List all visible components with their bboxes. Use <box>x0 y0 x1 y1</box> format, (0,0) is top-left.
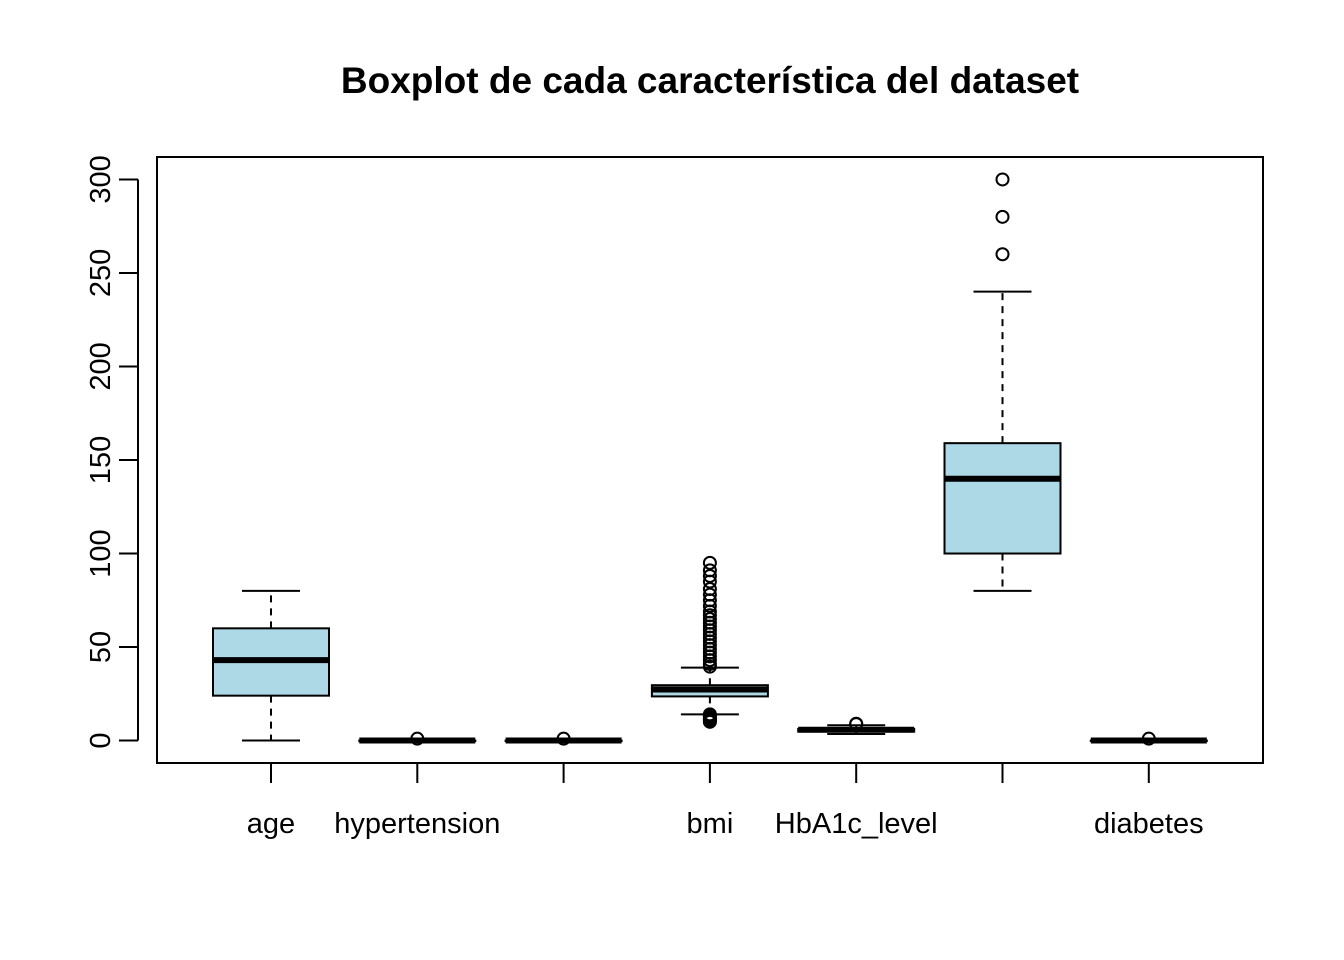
outlier-point <box>410 731 425 746</box>
outlier-point <box>702 555 717 570</box>
boxes-layer <box>212 172 1208 746</box>
chart-title: Boxplot de cada característica del datas… <box>341 60 1079 101</box>
y-tick-label: 250 <box>85 249 117 297</box>
outlier-point <box>702 587 717 602</box>
outlier-point <box>702 611 717 626</box>
outlier-point <box>702 608 717 623</box>
outlier-point <box>995 172 1010 187</box>
y-axis: 0 50 100 150 200 250 300 <box>85 155 139 749</box>
y-tick-label: 150 <box>85 436 117 484</box>
outlier-point <box>995 247 1010 262</box>
x-tick-label: HbA1c_level <box>775 808 938 840</box>
x-tick-label: hypertension <box>334 808 500 840</box>
y-tick-label: 0 <box>85 732 117 748</box>
x-tick-label: age <box>247 808 295 840</box>
outlier-point <box>702 707 717 722</box>
outlier-point <box>995 209 1010 224</box>
iqr-box <box>943 442 1062 555</box>
outlier-point <box>556 731 571 746</box>
x-axis: age hypertension bmi HbA1c_level diabetes <box>247 763 1204 840</box>
x-tick-label: bmi <box>687 808 734 840</box>
box-group <box>358 731 477 746</box>
outlier-point <box>1141 731 1156 746</box>
box-group <box>212 589 330 742</box>
box-group <box>1089 731 1208 746</box>
y-tick-label: 100 <box>85 529 117 577</box>
x-tick-label: diabetes <box>1094 808 1204 840</box>
box-group <box>504 731 623 746</box>
box-group <box>797 716 916 736</box>
y-tick-label: 200 <box>85 342 117 390</box>
outlier-point <box>702 582 717 597</box>
box-group <box>943 172 1062 592</box>
y-tick-label: 50 <box>85 631 117 663</box>
outlier-point <box>702 563 717 578</box>
outlier-point <box>702 568 717 583</box>
y-tick-label: 300 <box>85 155 117 203</box>
outlier-point <box>849 716 864 731</box>
box-group <box>650 555 769 729</box>
